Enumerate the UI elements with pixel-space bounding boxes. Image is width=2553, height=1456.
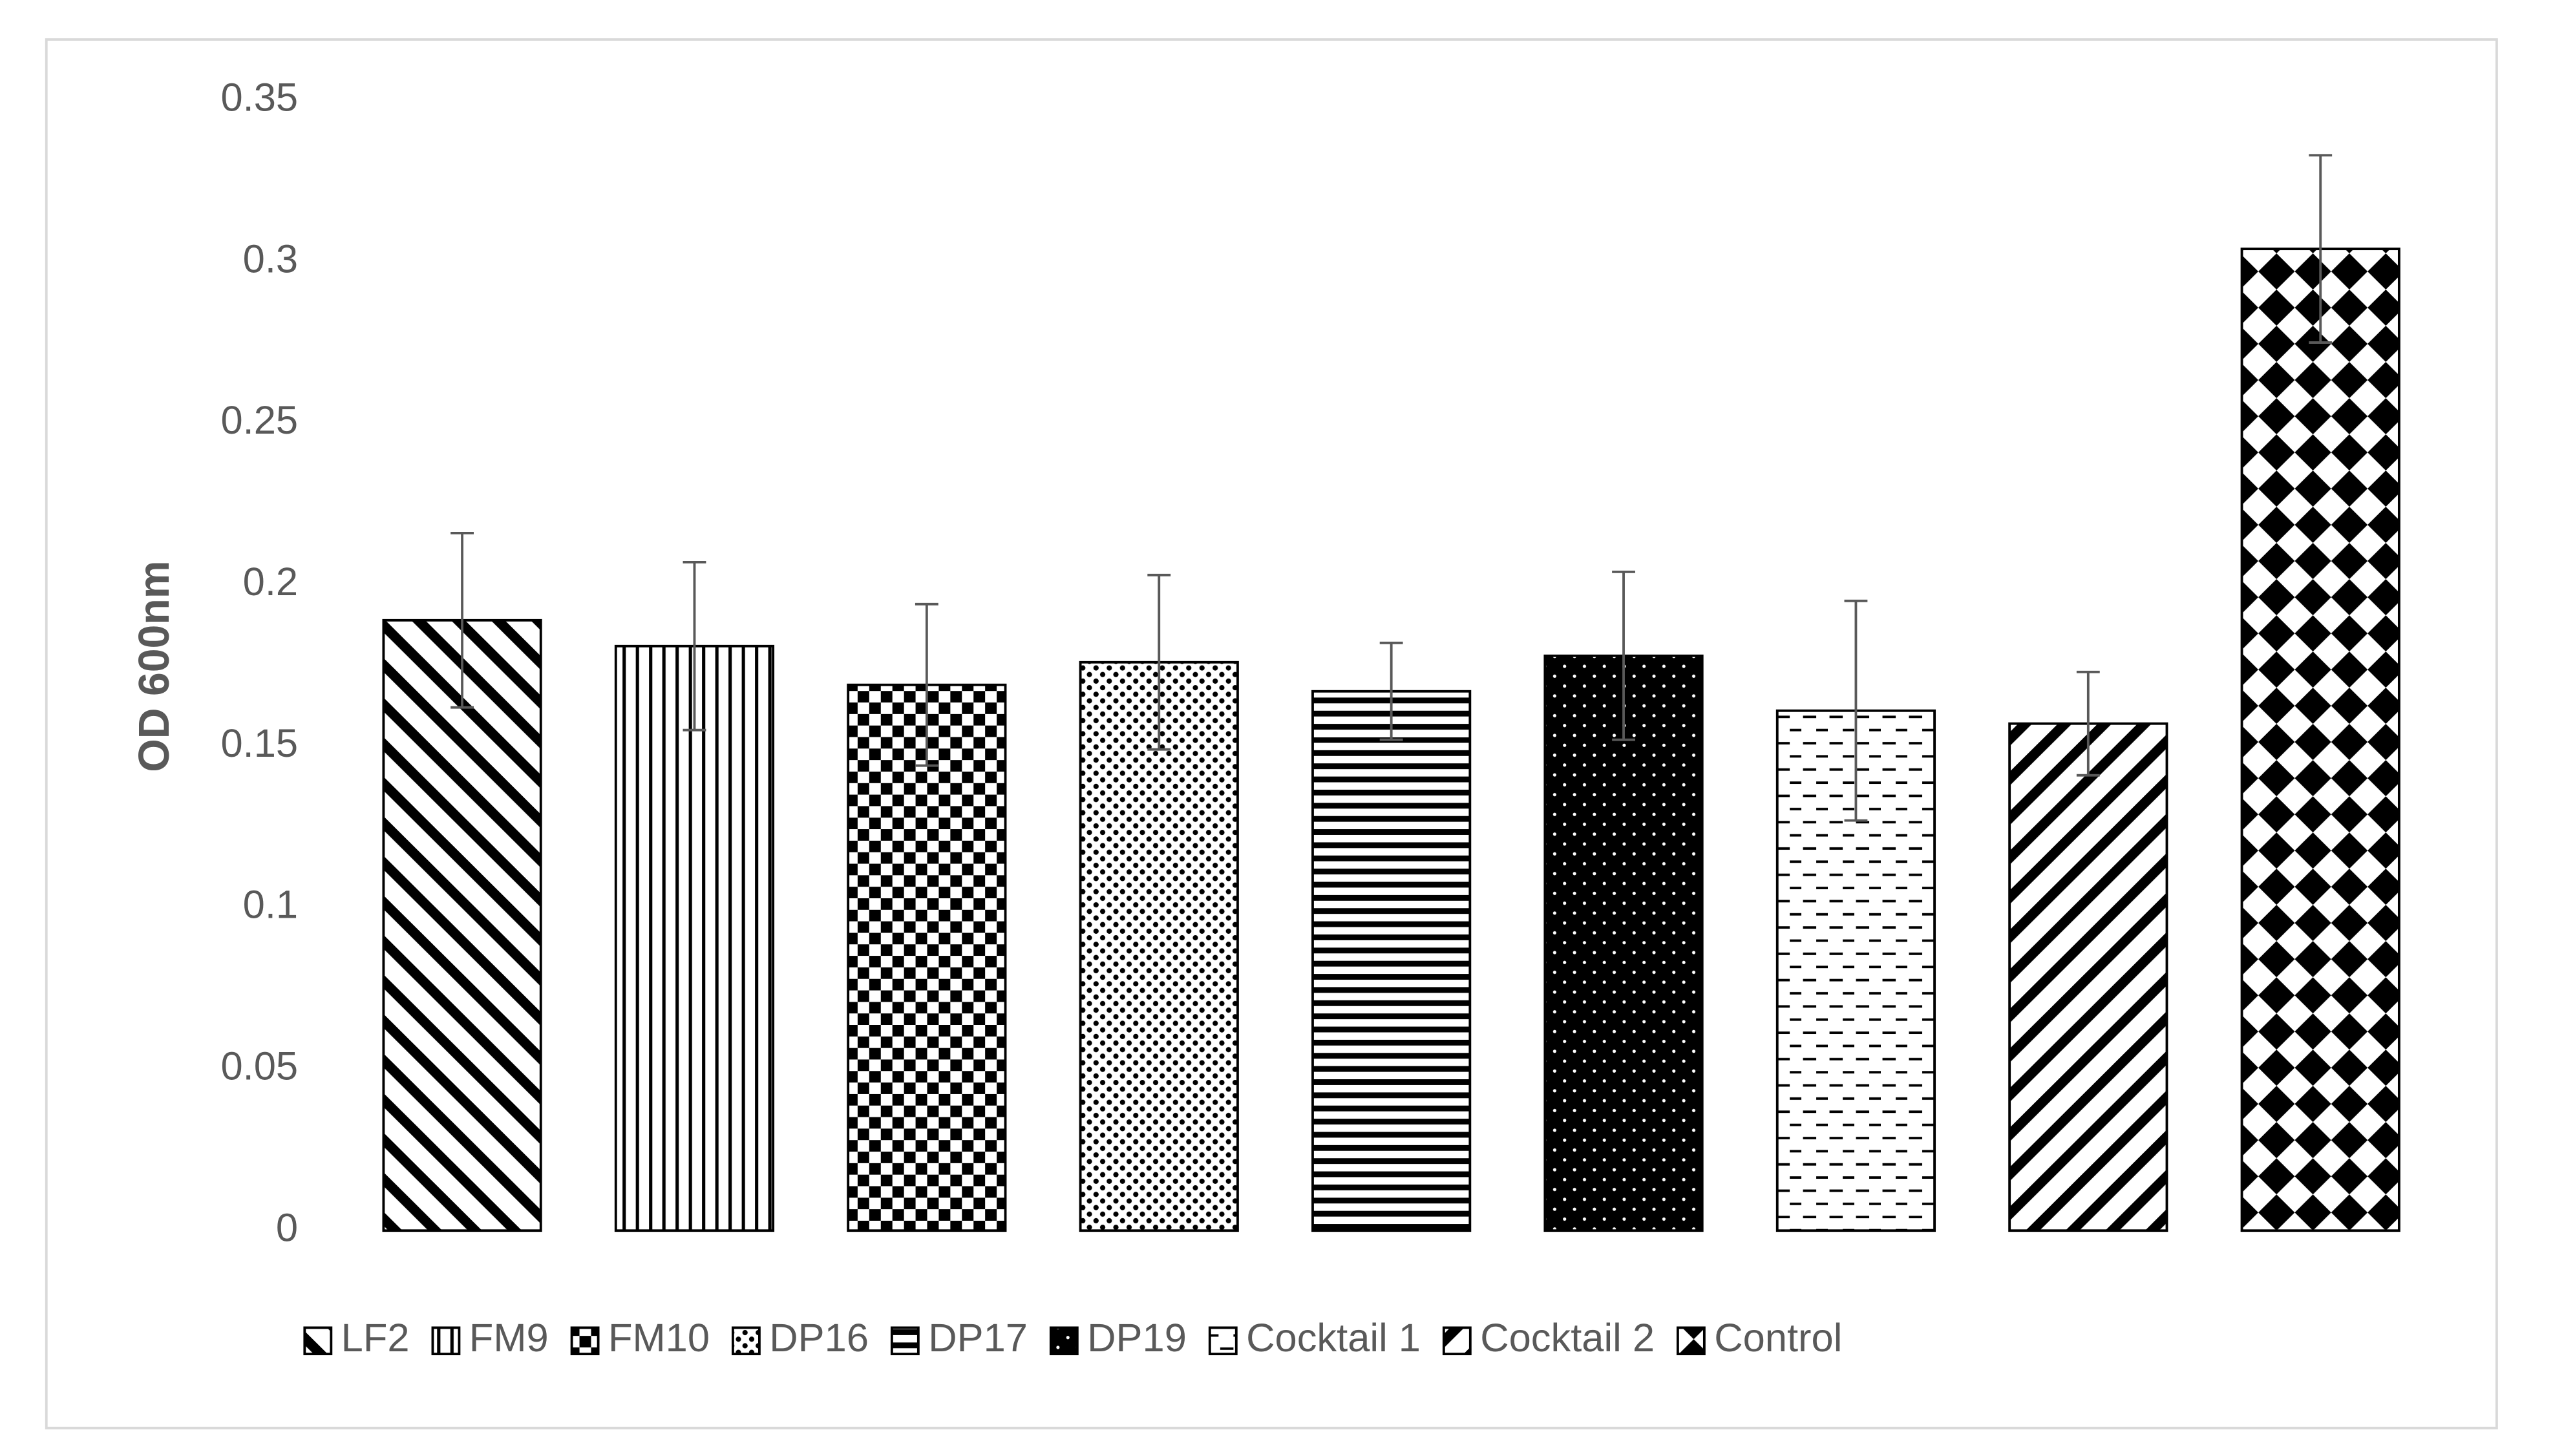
- bar: [1079, 660, 1239, 1232]
- y-tick-label: 0.1: [243, 883, 298, 927]
- legend-label: DP19: [1087, 1316, 1187, 1360]
- error-bar: [1147, 573, 1171, 751]
- legend-swatch: [890, 1326, 920, 1356]
- error-bar: [915, 602, 938, 767]
- legend-swatch: [1049, 1326, 1079, 1356]
- error-bar: [2309, 154, 2333, 344]
- bar: [1311, 690, 1472, 1232]
- error-bar: [1612, 570, 1635, 741]
- error-bar: [683, 560, 706, 732]
- y-axis-label: OD 600nm: [131, 560, 178, 772]
- legend-label: DP17: [928, 1316, 1028, 1360]
- legend-swatch: [1676, 1326, 1706, 1356]
- bar: [382, 618, 542, 1232]
- legend-swatch: [731, 1326, 761, 1356]
- legend-swatch: [431, 1326, 461, 1356]
- error-bar: [450, 531, 474, 709]
- bar: [2240, 248, 2400, 1232]
- legend-label: DP16: [769, 1316, 869, 1360]
- legend-label: Cocktail 2: [1480, 1316, 1655, 1360]
- legend-swatch: [1442, 1326, 1472, 1356]
- error-bar: [1844, 599, 1868, 822]
- legend-label: Control: [1714, 1316, 1842, 1360]
- bar: [614, 644, 775, 1232]
- legend-swatch: [570, 1326, 600, 1356]
- y-tick-label: 0.3: [243, 237, 298, 280]
- y-tick-label: 0.15: [220, 721, 298, 765]
- bar: [1543, 654, 1704, 1232]
- error-bar: [2076, 670, 2100, 777]
- y-tick-label: 0.05: [220, 1044, 298, 1088]
- legend-label: FM9: [469, 1316, 549, 1360]
- y-tick-label: 0.25: [220, 398, 298, 442]
- bar: [847, 683, 1007, 1232]
- legend-label: Cocktail 1: [1246, 1316, 1421, 1360]
- error-bar: [1379, 641, 1403, 741]
- legend-swatch: [303, 1326, 333, 1356]
- legend-label: FM10: [608, 1316, 710, 1360]
- y-tick-label: 0.35: [220, 76, 298, 120]
- legend-label: LF2: [341, 1316, 410, 1360]
- bar: [2008, 722, 2168, 1232]
- legend-swatch: [1208, 1326, 1238, 1356]
- y-tick-label: 0.2: [243, 560, 298, 604]
- y-tick-label: 0: [276, 1206, 298, 1250]
